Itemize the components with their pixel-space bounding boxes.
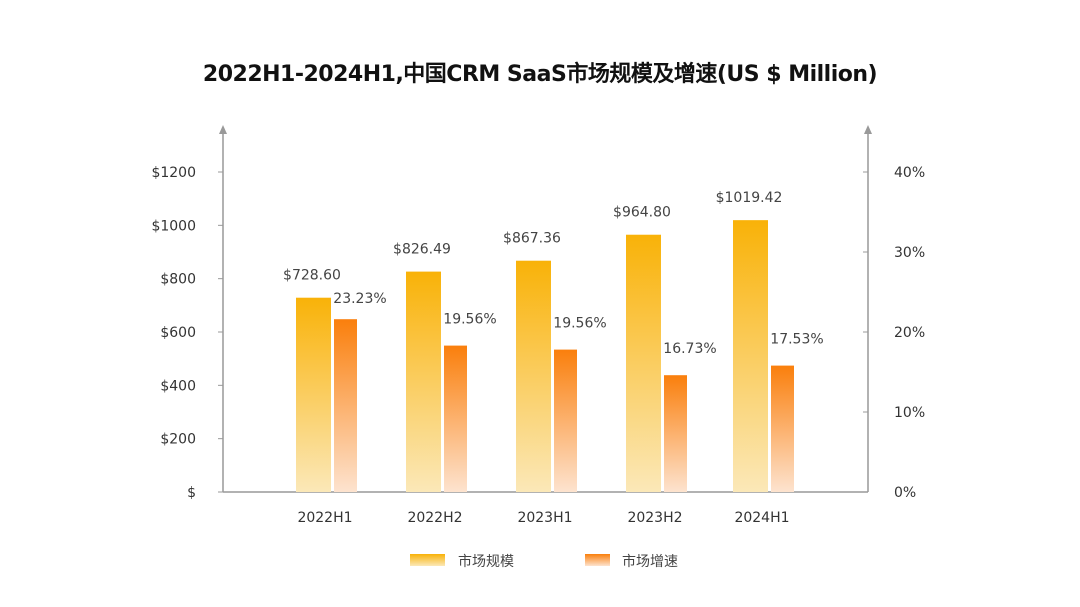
data-label-growth-rate: 16.73% [663,341,716,357]
right-axis-arrow-icon [864,125,872,134]
data-label-market-size: $1019.42 [716,190,783,206]
bar-growth-rate [444,345,467,492]
bar-market-size [296,297,331,492]
bar-market-size [516,260,551,492]
x-tick-label: 2024H1 [734,510,789,526]
data-label-growth-rate: 19.56% [443,312,496,328]
legend-swatch-0 [410,554,445,566]
data-label-growth-rate: 23.23% [333,291,386,307]
bar-market-size [626,234,661,492]
right-tick-label: 20% [894,325,925,341]
left-tick-label: $1000 [151,218,196,234]
left-tick-label: $600 [160,325,196,341]
bar-market-size [733,220,768,492]
data-label-market-size: $826.49 [393,242,451,258]
left-tick-label: $200 [160,432,196,448]
right-tick-label: 10% [894,405,925,421]
bar-growth-rate [334,319,357,492]
left-tick-label: $800 [160,272,196,288]
data-label-market-size: $728.60 [283,268,341,284]
bar-growth-rate [771,365,794,492]
left-tick-label: $1200 [151,165,196,181]
legend-label: 市场增速 [622,553,678,570]
right-tick-label: 0% [894,485,916,501]
x-tick-label: 2022H1 [297,510,352,526]
legend-label: 市场规模 [458,553,514,570]
data-label-growth-rate: 17.53% [770,332,823,348]
x-tick-label: 2023H1 [517,510,572,526]
left-tick-label: $400 [160,378,196,394]
right-tick-label: 40% [894,165,925,181]
right-tick-label: 30% [894,245,925,261]
data-label-market-size: $964.80 [613,205,671,221]
x-tick-label: 2022H2 [407,510,462,526]
bar-growth-rate [664,375,687,492]
left-axis-arrow-icon [219,125,227,134]
left-tick-label: $ [187,485,196,501]
x-tick-label: 2023H2 [627,510,682,526]
data-label-market-size: $867.36 [503,231,561,247]
chart-title: 2022H1-2024H1,中国CRM SaaS市场规模及增速(US $ Mil… [202,62,878,87]
data-label-growth-rate: 19.56% [553,316,606,332]
bar-growth-rate [554,349,577,492]
legend-swatch-1 [585,554,610,566]
bar-market-size [406,271,441,492]
